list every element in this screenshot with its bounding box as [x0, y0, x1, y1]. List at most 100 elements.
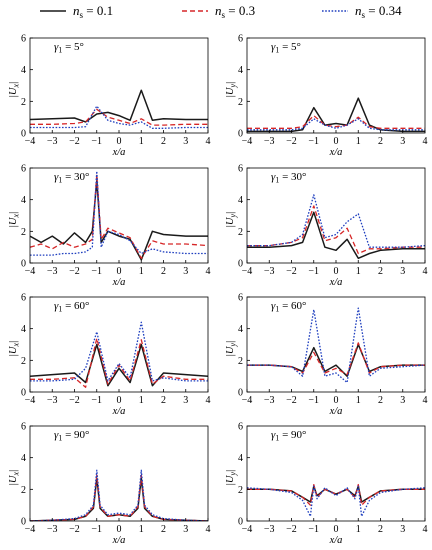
x-tick-label: −3	[47, 266, 58, 277]
y-tick-label: 6	[238, 293, 243, 304]
x-tick-label: −1	[308, 136, 319, 147]
x-tick-label: 0	[117, 266, 122, 277]
series-line-2	[247, 342, 425, 376]
x-tick-label: 0	[334, 136, 339, 147]
x-tick-label: 3	[183, 136, 188, 147]
y-tick-label: 4	[21, 65, 26, 76]
series-line-1	[30, 89, 208, 123]
y-axis-label: |Ux|	[8, 341, 21, 356]
y-axis-label: |Ux|	[8, 212, 21, 227]
x-tick-label: 0	[117, 524, 122, 535]
series-group	[247, 194, 425, 260]
y-tick-label: 4	[21, 324, 26, 335]
y-tick-label: 6	[238, 34, 243, 45]
y-axis-label: |Uy|	[225, 212, 238, 227]
y-tick-label: 2	[238, 97, 243, 108]
legend: ns = 0.1 ns = 0.3 ns = 0.34	[40, 3, 402, 20]
x-tick-label: 4	[206, 395, 211, 406]
x-tick-label: 1	[139, 136, 144, 147]
panel-annotation: γ1 = 30°	[271, 171, 306, 185]
series-line-1	[247, 485, 425, 503]
chart-panel-right-4: −4 −3 −2 −1 0 1 2 3 4 0 2 4 6 x/a |Uy| γ1 = 90°	[225, 422, 428, 547]
panel-annotation: γ1 = 90°	[54, 429, 89, 443]
x-tick-label: 4	[423, 395, 428, 406]
y-axis-label: |Ux|	[8, 82, 21, 97]
x-tick-label: −2	[69, 524, 80, 535]
x-tick-label: 4	[206, 136, 211, 147]
x-tick-label: −2	[69, 395, 80, 406]
x-tick-label: 2	[378, 524, 383, 535]
series-line-3	[247, 194, 425, 248]
chart-panel-right-1: −4 −3 −2 −1 0 1 2 3 4 0 2 4 6 x/a |Uy| γ1 = 5°	[225, 34, 428, 159]
x-tick-label: −1	[308, 266, 319, 277]
x-tick-label: 3	[400, 136, 405, 147]
x-tick-label: 1	[356, 136, 361, 147]
x-tick-label: −1	[91, 524, 102, 535]
x-tick-label: 4	[423, 524, 428, 535]
x-tick-label: −3	[47, 136, 58, 147]
x-tick-label: 0	[117, 136, 122, 147]
series-line-3	[247, 307, 425, 384]
panel-annotation: γ1 = 5°	[54, 41, 84, 55]
y-tick-label: 6	[21, 422, 26, 433]
x-tick-label: 3	[400, 524, 405, 535]
x-axis-label: x/a	[112, 147, 126, 158]
x-tick-label: 1	[139, 266, 144, 277]
chart-panel-left-1: −4 −3 −2 −1 0 1 2 3 4 0 2 4 6 x/a |Ux| γ1 = 5°	[8, 34, 211, 159]
x-tick-label: −4	[242, 395, 253, 406]
y-axis-label: |Uy|	[225, 82, 238, 97]
y-tick-label: 4	[21, 195, 26, 206]
series-line-1	[30, 179, 208, 261]
x-tick-label: −4	[242, 136, 253, 147]
series-line-1	[30, 343, 208, 387]
x-tick-label: 4	[206, 524, 211, 535]
series-group	[30, 469, 208, 521]
x-tick-label: −4	[25, 266, 36, 277]
x-tick-label: 3	[183, 266, 188, 277]
series-group	[247, 97, 425, 133]
y-axis-label: |Ux|	[8, 470, 21, 485]
series-line-2	[30, 108, 208, 126]
y-tick-label: 6	[21, 34, 26, 45]
legend-item: ns = 0.3	[182, 3, 255, 20]
x-tick-label: 0	[334, 266, 339, 277]
x-tick-label: −4	[25, 524, 36, 535]
y-tick-label: 2	[21, 97, 26, 108]
y-tick-label: 6	[238, 422, 243, 433]
chart-panel-left-3: −4 −3 −2 −1 0 1 2 3 4 0 2 4 6 x/a |Ux| γ1 = 60°	[8, 293, 211, 418]
x-tick-label: 3	[400, 395, 405, 406]
y-tick-label: 4	[238, 453, 243, 464]
y-tick-label: 0	[238, 388, 243, 399]
x-axis-label: x/a	[329, 147, 343, 158]
y-tick-label: 6	[21, 293, 26, 304]
x-tick-label: 4	[206, 266, 211, 277]
series-line-3	[30, 321, 208, 382]
series-line-2	[247, 114, 425, 129]
x-tick-label: −2	[69, 266, 80, 277]
x-tick-label: −1	[91, 136, 102, 147]
series-line-2	[247, 205, 425, 255]
series-line-1	[247, 211, 425, 260]
series-group	[30, 89, 208, 129]
x-axis-label: x/a	[112, 406, 126, 417]
panel-annotation: γ1 = 60°	[54, 300, 89, 314]
x-tick-label: 3	[400, 266, 405, 277]
x-tick-label: −3	[264, 395, 275, 406]
x-tick-label: 2	[378, 136, 383, 147]
x-tick-label: 3	[183, 395, 188, 406]
y-tick-label: 0	[21, 129, 26, 140]
x-tick-label: −1	[91, 266, 102, 277]
chart-panel-right-2: −4 −3 −2 −1 0 1 2 3 4 0 2 4 6 x/a |Uy| γ1 = 30°	[225, 164, 428, 289]
y-tick-label: 0	[238, 517, 243, 528]
x-tick-label: 0	[117, 395, 122, 406]
y-axis-label: |Uy|	[225, 470, 238, 485]
x-tick-label: −4	[242, 524, 253, 535]
legend-item: ns = 0.1	[40, 3, 113, 20]
x-tick-label: −3	[47, 395, 58, 406]
x-axis-label: x/a	[329, 406, 343, 417]
y-tick-label: 6	[238, 164, 243, 175]
x-tick-label: −2	[69, 136, 80, 147]
y-tick-label: 2	[21, 227, 26, 238]
y-tick-label: 4	[238, 195, 243, 206]
